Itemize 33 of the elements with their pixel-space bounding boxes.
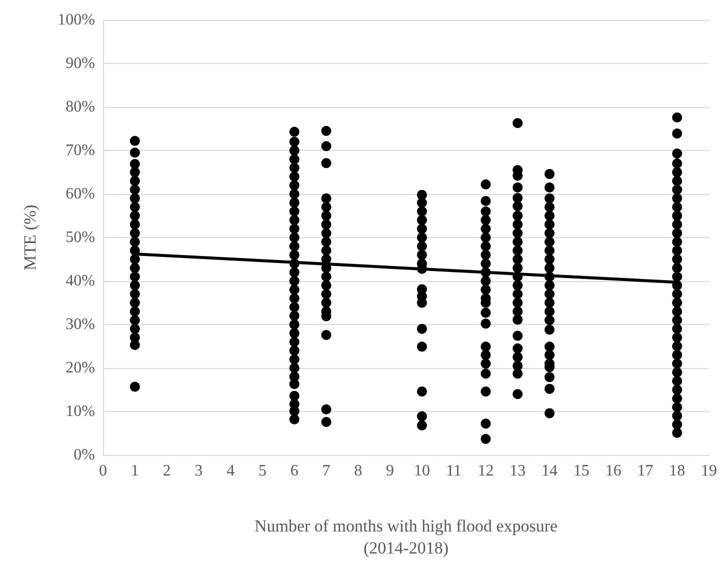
x-tick-label: 13	[510, 462, 526, 480]
x-tick-label: 18	[669, 462, 686, 480]
x-tick-label: 9	[386, 462, 394, 480]
y-tick-label: 50%	[66, 229, 95, 246]
x-tick-label: 17	[637, 462, 654, 480]
y-tick-label: 20%	[66, 360, 95, 376]
y-tick-label: 60%	[66, 186, 95, 202]
x-tick-label: 19	[701, 462, 717, 480]
x-tick-label: 5	[258, 462, 266, 480]
x-tick-label: 15	[573, 462, 590, 480]
x-tick-label: 7	[322, 462, 330, 480]
y-tick-label: 90%	[66, 55, 95, 72]
x-tick-label: 1	[130, 462, 139, 480]
x-tick-label: 6	[290, 462, 298, 480]
x-tick-label: 11	[446, 462, 462, 480]
x-tick-label: 12	[478, 462, 494, 480]
y-tick-label: 30%	[66, 316, 95, 333]
x-tick-label: 16	[605, 462, 622, 480]
x-axis-title: Number of months with high flood exposure (2014-2018)	[254, 516, 558, 558]
y-tick-label: 80%	[66, 98, 95, 116]
y-tick-label: 40%	[66, 272, 95, 290]
x-tick-label: 8	[354, 462, 362, 480]
y-tick-label: 0%	[74, 446, 95, 464]
x-tick-label: 0	[99, 462, 107, 480]
y-tick-label: 70%	[66, 142, 95, 159]
x-tick-label: 10	[414, 462, 430, 480]
x-tick-label: 14	[542, 462, 558, 480]
y-tick-label: 10%	[66, 403, 95, 420]
x-tick-label: 4	[226, 462, 235, 480]
y-axis-title: MTE (%)	[20, 204, 40, 270]
y-tick-label: 100%	[58, 12, 95, 28]
x-tick-label: 2	[162, 462, 171, 480]
x-tick-label: 3	[194, 462, 203, 480]
